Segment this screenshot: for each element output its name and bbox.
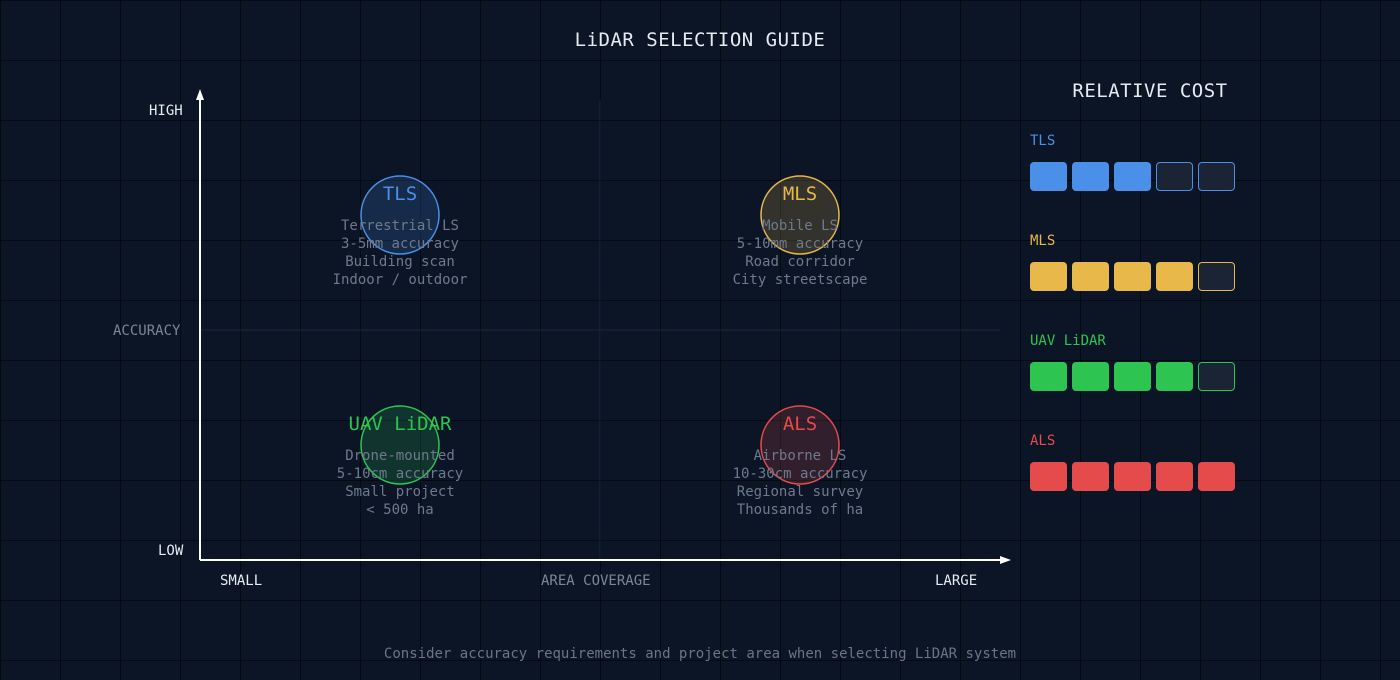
tls-description: Terrestrial LS 3-5mm accuracy Building s…: [280, 217, 520, 289]
cost-segment: [1198, 262, 1235, 291]
uav-heading: UAV LiDAR: [348, 413, 452, 435]
x-axis-title: AREA COVERAGE: [541, 573, 651, 589]
uav-circle: [360, 405, 440, 485]
cost-segment: [1198, 462, 1235, 491]
cost-bar-als: [1030, 462, 1240, 491]
x-axis-large-label: LARGE: [935, 573, 978, 589]
uav-line: < 500 ha: [366, 502, 434, 518]
als-line: Regional survey: [736, 484, 864, 500]
cost-label-mls: MLS: [1030, 233, 1056, 249]
als-heading: ALS: [782, 413, 818, 435]
als-line: 10-30cm accuracy: [732, 466, 868, 482]
tls-circle: [360, 175, 440, 255]
tls-line: Building scan: [345, 254, 455, 270]
cost-bar-mls: [1030, 262, 1240, 291]
mls-line: 5-10mm accuracy: [736, 236, 864, 252]
uav-description: Drone-mounted 5-10cm accuracy Small proj…: [280, 447, 520, 519]
cost-bar-tls: [1030, 162, 1240, 191]
uav-line: Drone-mounted: [345, 448, 455, 464]
cost-segment: [1072, 162, 1109, 191]
tls-line: Indoor / outdoor: [332, 272, 468, 288]
cost-segment: [1114, 362, 1151, 391]
cost-segment: [1030, 362, 1067, 391]
cost-segment: [1156, 162, 1193, 191]
cost-label-uav: UAV LiDAR: [1030, 333, 1106, 349]
cost-segment: [1198, 362, 1235, 391]
page-title: LiDAR SELECTION GUIDE: [574, 29, 826, 51]
cost-segment: [1072, 362, 1109, 391]
uav-line: 5-10cm accuracy: [336, 466, 464, 482]
mls-line: Mobile LS: [762, 218, 838, 234]
mls-line: Road corridor: [745, 254, 855, 270]
cost-label-tls: TLS: [1030, 133, 1056, 149]
mls-heading: MLS: [782, 183, 818, 205]
tls-line: Terrestrial LS: [340, 218, 459, 234]
tls-heading: TLS: [382, 183, 418, 205]
mls-line: City streetscape: [732, 272, 868, 288]
mls-description: Mobile LS 5-10mm accuracy Road corridor …: [680, 217, 920, 289]
als-description: Airborne LS 10-30cm accuracy Regional su…: [680, 447, 920, 519]
cost-segment: [1072, 462, 1109, 491]
cost-segment: [1030, 262, 1067, 291]
cost-segment: [1156, 462, 1193, 491]
cost-segment: [1198, 162, 1235, 191]
cost-label-als: ALS: [1030, 433, 1056, 449]
cost-segment: [1156, 362, 1193, 391]
y-axis-arrow-icon: [196, 89, 204, 100]
y-axis-title: ACCURACY: [113, 323, 181, 339]
cost-segment: [1030, 162, 1067, 191]
x-axis-arrow-icon: [1000, 556, 1011, 564]
uav-line: Small project: [345, 484, 455, 500]
cost-segment: [1114, 262, 1151, 291]
y-axis-high-label: HIGH: [149, 103, 183, 119]
cost-segment: [1030, 462, 1067, 491]
cost-panel-title: RELATIVE COST: [1072, 80, 1228, 102]
als-line: Thousands of ha: [736, 502, 864, 518]
cost-segment: [1114, 462, 1151, 491]
cost-segment: [1156, 262, 1193, 291]
x-axis-small-label: SMALL: [220, 573, 263, 589]
cost-bar-uav: [1030, 362, 1240, 391]
cost-segment: [1072, 262, 1109, 291]
cost-segment: [1114, 162, 1151, 191]
tls-line: 3-5mm accuracy: [340, 236, 459, 252]
als-circle: [760, 405, 840, 485]
als-line: Airborne LS: [753, 448, 847, 464]
footer-note: Consider accuracy requirements and proje…: [383, 646, 1017, 662]
y-axis-low-label: LOW: [158, 543, 184, 559]
mls-circle: [760, 175, 840, 255]
